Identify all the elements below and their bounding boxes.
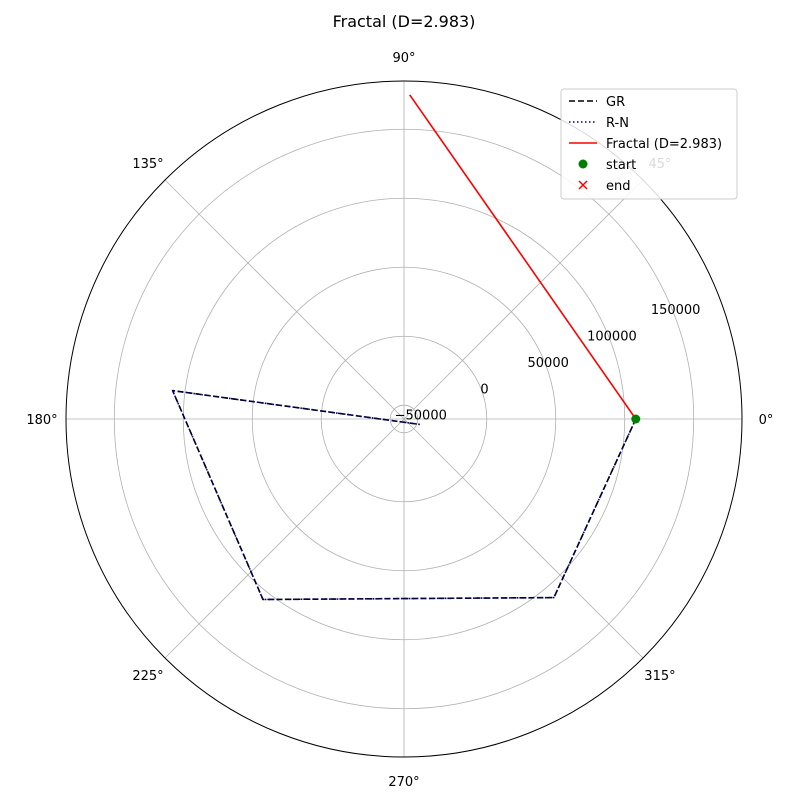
- theta-tick-label-0: 0°: [759, 413, 774, 428]
- theta-tick-label-270: 270°: [388, 775, 419, 790]
- r-tick-label-2: 50000: [528, 356, 569, 371]
- series-line-2: [409, 94, 637, 420]
- theta-gridline-135: [164, 179, 405, 420]
- polar-grid: [65, 80, 743, 758]
- r-gridline-3: [182, 197, 626, 641]
- theta-tick-label-135: 135°: [132, 157, 163, 172]
- legend-label-1: R-N: [606, 116, 629, 131]
- theta-gridline-315: [403, 418, 644, 659]
- legend-label-0: GR: [606, 95, 625, 110]
- legend-label-2: Fractal (D=2.983): [606, 137, 722, 152]
- marker-start: [631, 414, 641, 424]
- theta-tick-label-225: 225°: [132, 669, 163, 684]
- legend-entry-2: Fractal (D=2.983): [569, 137, 722, 152]
- r-tick-label-4: 150000: [651, 303, 701, 318]
- r-gridline-0: [389, 404, 419, 434]
- legend: GR R-N Fractal (D=2.983) start end: [560, 88, 738, 200]
- theta-gridline-45: [403, 179, 644, 420]
- series-layer: [171, 94, 641, 601]
- r-tick-label-1: 0: [480, 382, 488, 397]
- r-gridline-2: [251, 266, 557, 572]
- theta-gridline-225: [164, 418, 405, 659]
- legend-entry-0: GR: [569, 95, 625, 110]
- series-line-0: [171, 389, 637, 601]
- legend-label-4: end: [606, 179, 631, 194]
- legend-entry-3: start: [578, 158, 636, 173]
- theta-tick-label-315: 315°: [644, 669, 675, 684]
- chart-title: Fractal (D=2.983): [333, 12, 476, 31]
- theta-tick-label-180: 180°: [26, 413, 57, 428]
- legend-entry-1: R-N: [569, 116, 629, 131]
- theta-tick-label-90: 90°: [392, 51, 415, 66]
- legend-label-3: start: [606, 158, 636, 173]
- r-tick-label-3: 100000: [587, 330, 637, 345]
- legend-entry-4: end: [578, 179, 631, 194]
- r-gridline-1: [320, 335, 488, 503]
- legend-swatch-4: [578, 180, 588, 190]
- legend-swatch-3: [578, 159, 588, 169]
- r-gridline-4: [113, 128, 695, 710]
- r-tick-label-0: −50000: [395, 409, 447, 424]
- legend-box: [560, 88, 738, 200]
- polar-spine: [65, 80, 743, 758]
